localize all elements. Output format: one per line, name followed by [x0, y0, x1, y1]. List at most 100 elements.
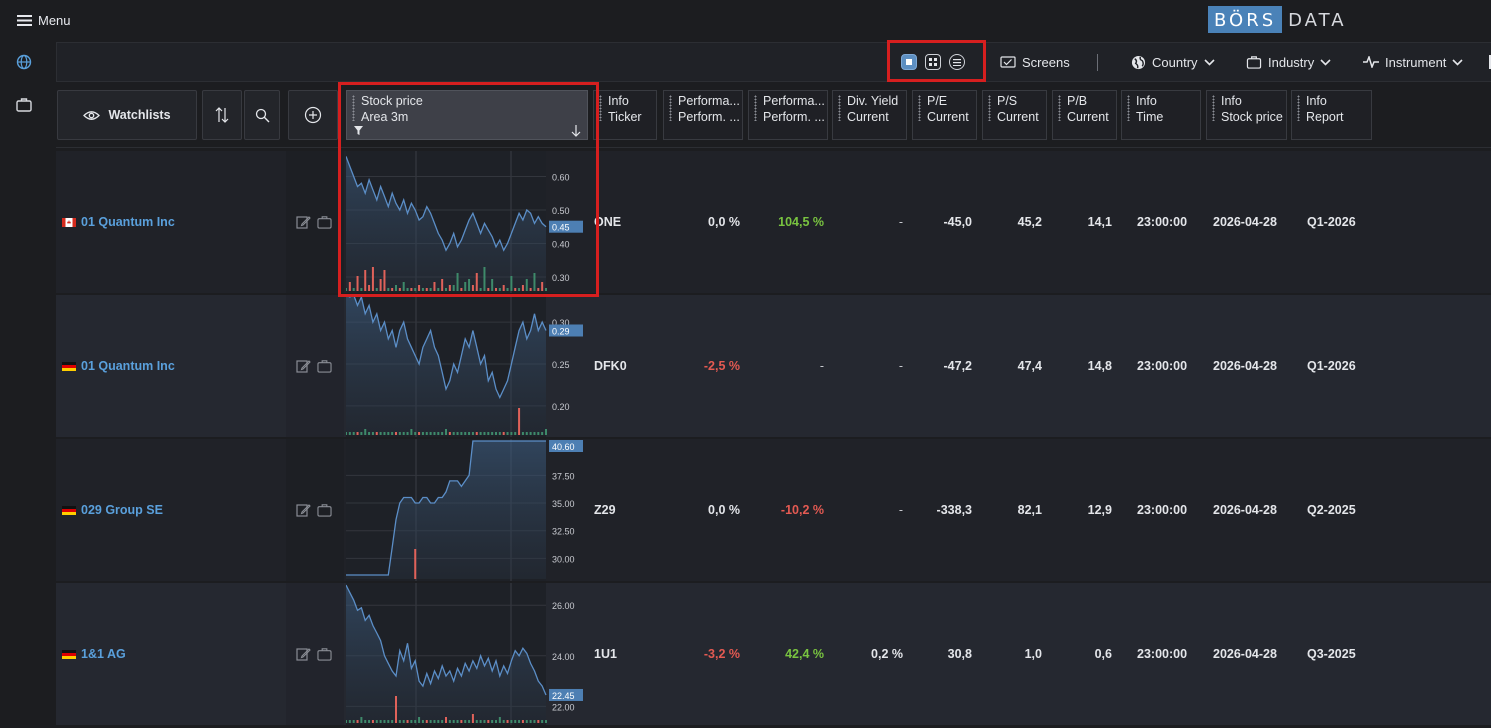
price-chart[interactable]: 0.60 0.50 0.40 0.30 0.45	[345, 151, 586, 293]
col-header-line2: Time	[1136, 110, 1164, 124]
col-header-stock-price[interactable]: Stock price Area 3m	[346, 90, 588, 140]
portfolio-icon[interactable]	[317, 647, 332, 661]
col-header-ticker[interactable]: Info Ticker	[593, 90, 657, 140]
col-header-report[interactable]: Info Report	[1291, 90, 1372, 140]
watchlists-button[interactable]: Watchlists	[57, 90, 197, 140]
stock-name-link[interactable]: 1&1 AG	[81, 647, 126, 661]
table-row[interactable]: 01 Quantum Inc 0.60 0.50 0.40 0.30 0.45 ONE …	[56, 151, 1491, 293]
chart-volume-bar	[368, 432, 371, 435]
chart-volume-bar	[487, 720, 490, 723]
chart-volume-bar	[456, 720, 459, 723]
screens-button[interactable]: Screens	[1000, 43, 1070, 81]
report-value: Q1-2026	[1307, 359, 1356, 373]
menu-button[interactable]: Menu	[17, 10, 71, 30]
price-chart[interactable]: 26.00 24.00 22.00 22.45	[345, 583, 586, 725]
country-dropdown[interactable]: Country	[1131, 43, 1215, 81]
portfolio-icon[interactable]	[317, 359, 332, 373]
chart-volume-bar	[495, 432, 497, 435]
chart-volume-bar	[541, 282, 544, 291]
col-header-ps[interactable]: P/S Current	[982, 90, 1047, 140]
chart-volume-bar	[525, 720, 528, 723]
price-chart[interactable]: 0.30 0.25 0.20 0.29	[345, 294, 586, 437]
stock-name-link[interactable]: 029 Group SE	[81, 503, 163, 517]
chart-volume-bar	[433, 432, 436, 435]
chart-volume-bar	[348, 720, 351, 723]
col-header-stock-price-info[interactable]: Info Stock price	[1206, 90, 1287, 140]
stock-name-link[interactable]: 01 Quantum Inc	[81, 359, 175, 373]
chart-volume-bar	[468, 720, 471, 723]
briefcase-icon[interactable]	[14, 94, 34, 114]
chart-volume-bar	[360, 288, 363, 291]
chevron-down-icon	[1452, 58, 1463, 66]
chart-tick-label: 35.00	[552, 499, 575, 509]
table-row[interactable]: 01 Quantum Inc 0.30 0.25 0.20 0.29 DFK0 -2,…	[56, 294, 1491, 437]
chart-volume-bar	[495, 720, 497, 723]
sort-button[interactable]	[202, 90, 242, 140]
view-list-button[interactable]	[949, 54, 965, 70]
stock-name-link[interactable]: 01 Quantum Inc	[81, 215, 175, 229]
portfolio-icon[interactable]	[317, 215, 332, 229]
edit-note-icon[interactable]	[296, 215, 311, 229]
chart-last-price-badge	[549, 324, 583, 337]
actions-cell	[286, 151, 344, 293]
sort-down-icon[interactable]	[571, 125, 581, 137]
instrument-dropdown[interactable]: Instrument	[1363, 43, 1463, 81]
price-chart[interactable]: 37.50 35.00 32.50 30.00 40.60	[346, 439, 586, 581]
chart-volume-bar	[345, 720, 347, 723]
add-column-button[interactable]	[288, 90, 338, 140]
chart-volume-bar	[364, 270, 367, 291]
chart-volume-bar	[433, 282, 436, 291]
col-header-pe[interactable]: P/E Current	[912, 90, 977, 140]
chart-volume-bar	[395, 432, 397, 435]
chart-volume-bar	[383, 720, 386, 723]
col-header-pb[interactable]: P/B Current	[1052, 90, 1117, 140]
perf2-value: -	[819, 359, 824, 373]
col-header-line1: Info	[1306, 94, 1327, 108]
toolbar: Screens Country Industry Instrument	[56, 42, 1491, 82]
chart-volume-bar	[348, 282, 351, 291]
chart-volume-bar	[464, 720, 467, 723]
chart-volume-bar	[468, 279, 471, 291]
chart-volume-bar	[371, 432, 374, 435]
view-grid-button[interactable]	[925, 54, 941, 70]
name-cell: 029 Group SE	[56, 439, 286, 581]
filter-icon[interactable]	[354, 126, 363, 135]
search-button[interactable]	[244, 90, 280, 140]
col-header-div-yield[interactable]: Div. Yield Current	[832, 90, 907, 140]
chart-volume-bar	[356, 432, 359, 435]
globe-icon[interactable]	[14, 52, 34, 72]
chart-volume-bar	[360, 432, 363, 435]
top-bar: Menu BÖRS DATA	[0, 0, 1491, 40]
perf2-value: 104,5 %	[778, 215, 824, 229]
watchlists-label: Watchlists	[108, 108, 171, 122]
chart-volume-bar	[364, 720, 367, 723]
chart-volume-bar	[495, 288, 497, 291]
chart-volume-bar	[418, 717, 421, 723]
square-icon	[906, 59, 912, 65]
edit-note-icon[interactable]	[296, 647, 311, 661]
edit-note-icon[interactable]	[296, 359, 311, 373]
view-single-button[interactable]	[901, 54, 917, 70]
col-header-performance-1[interactable]: Performa... Perform. ...	[663, 90, 743, 140]
logo[interactable]: BÖRS DATA	[1208, 6, 1347, 33]
chart-price-line	[345, 584, 547, 696]
chart-volume-bar	[414, 432, 417, 435]
perf1-value: 0,0 %	[708, 215, 740, 229]
chart-tick-label: 24.00	[552, 652, 575, 662]
chart-volume-bar	[425, 432, 428, 435]
chart-volume-bar	[441, 432, 444, 435]
table-row[interactable]: 1&1 AG 26.00 24.00 22.00 22.45 1U1 -3,2 % 4…	[56, 583, 1491, 725]
actions-cell	[286, 583, 344, 725]
div-yield-value: 0,2 %	[871, 647, 903, 661]
pe-value: -47,2	[943, 359, 973, 373]
portfolio-icon[interactable]	[317, 503, 332, 517]
table-row[interactable]: 029 Group SE 37.50 35.00 32.50 30.00 40.60 Z…	[56, 439, 1491, 581]
chart-volume-bar	[541, 432, 544, 435]
col-header-line1: Info	[608, 94, 629, 108]
edit-note-icon[interactable]	[296, 503, 311, 517]
chart-tick-label: 0.20	[552, 402, 570, 412]
col-header-time[interactable]: Info Time	[1121, 90, 1201, 140]
industry-dropdown[interactable]: Industry	[1246, 43, 1331, 81]
col-header-performance-2[interactable]: Performa... Perform. ...	[748, 90, 828, 140]
col-header-line1: Info	[1136, 94, 1157, 108]
